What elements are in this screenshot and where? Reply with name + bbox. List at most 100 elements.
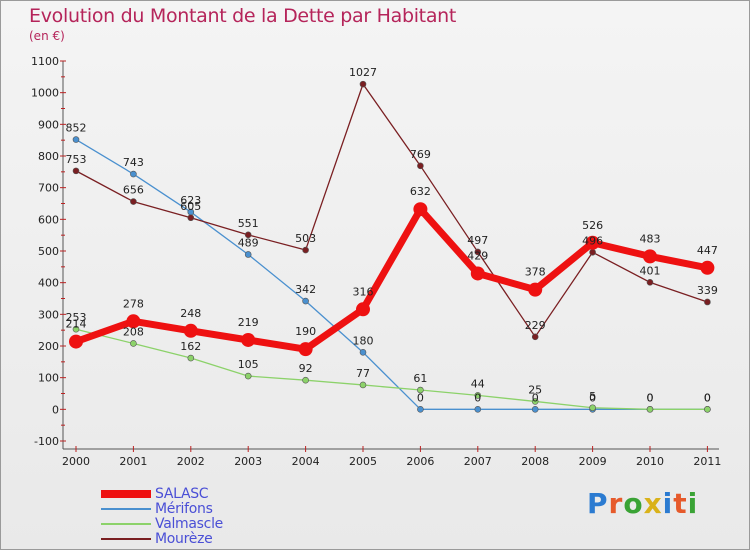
data-label-merifons: 180 bbox=[353, 334, 374, 347]
x-tick-label: 2005 bbox=[349, 455, 377, 468]
data-point-moureze bbox=[704, 298, 711, 306]
data-label-merifons: 623 bbox=[180, 194, 201, 207]
data-label-salasc: 248 bbox=[180, 307, 201, 320]
data-point-merifons bbox=[302, 297, 309, 305]
data-label-moureze: 605 bbox=[180, 200, 201, 213]
data-label-salasc: 632 bbox=[410, 185, 431, 198]
data-label-moureze: 753 bbox=[66, 153, 87, 166]
x-tick-label: 2007 bbox=[464, 455, 492, 468]
y-tick-label: 400 bbox=[38, 277, 59, 290]
y-tick-label: 800 bbox=[38, 150, 59, 163]
data-label-salasc: 316 bbox=[353, 285, 374, 298]
data-point-valmascle bbox=[646, 406, 654, 413]
data-label-moureze: 769 bbox=[410, 148, 431, 161]
logo-letter: i bbox=[662, 487, 674, 520]
data-label-salasc: 278 bbox=[123, 297, 144, 310]
data-label-moureze: 497 bbox=[467, 234, 488, 247]
data-point-valmascle bbox=[704, 406, 711, 413]
legend-label: SALASC bbox=[155, 486, 209, 502]
data-point-moureze bbox=[646, 279, 654, 286]
data-label-valmascle: 0 bbox=[704, 391, 711, 404]
x-tick-label: 2006 bbox=[406, 455, 434, 468]
data-point-salasc bbox=[528, 282, 543, 297]
data-point-merifons bbox=[474, 406, 482, 413]
data-point-moureze bbox=[244, 231, 252, 239]
data-label-moureze: 1027 bbox=[349, 66, 377, 79]
data-point-valmascle bbox=[130, 340, 137, 347]
data-point-salasc bbox=[643, 249, 657, 264]
y-tick-label: 200 bbox=[38, 340, 59, 353]
y-tick-label: 500 bbox=[38, 245, 59, 258]
data-point-salasc bbox=[69, 334, 83, 349]
data-label-salasc: 447 bbox=[697, 244, 718, 257]
data-label-valmascle: 5 bbox=[589, 390, 596, 403]
logo-letter: o bbox=[623, 487, 644, 520]
data-point-merifons bbox=[244, 251, 252, 258]
data-label-merifons: 0 bbox=[532, 391, 539, 404]
data-point-valmascle bbox=[359, 381, 367, 389]
series-line-salasc bbox=[72, 205, 711, 353]
data-label-valmascle: 25 bbox=[528, 383, 542, 396]
x-tick-label: 2002 bbox=[177, 455, 205, 468]
data-point-salasc bbox=[413, 202, 428, 217]
y-tick-label: -100 bbox=[34, 435, 59, 448]
legend-swatch bbox=[101, 523, 151, 525]
series-line-merifons bbox=[75, 138, 709, 410]
logo-letter: i bbox=[687, 487, 699, 520]
data-point-merifons bbox=[130, 170, 137, 178]
y-tick-label: 600 bbox=[38, 213, 59, 226]
series-points bbox=[69, 80, 715, 413]
logo-letter: x bbox=[643, 487, 663, 520]
data-label-valmascle: 92 bbox=[299, 362, 313, 375]
legend-label: Mourèze bbox=[155, 531, 213, 547]
data-point-moureze bbox=[589, 248, 596, 256]
legend-label: Mérifons bbox=[155, 501, 213, 517]
data-label-valmascle: 0 bbox=[647, 391, 654, 404]
data-label-valmascle: 253 bbox=[66, 311, 87, 324]
data-point-moureze bbox=[302, 246, 309, 254]
data-point-salasc bbox=[585, 235, 600, 250]
y-tick-label: 1100 bbox=[31, 55, 59, 68]
data-label-valmascle: 208 bbox=[123, 325, 144, 338]
data-label-moureze: 496 bbox=[582, 234, 603, 247]
proxiti-logo: Proxiti bbox=[587, 487, 698, 520]
x-tick-label: 2008 bbox=[521, 455, 549, 468]
data-point-salasc bbox=[241, 332, 256, 347]
data-labels: 214 278 248 219 190 316 632 429 378 526 483 447 852 7… bbox=[66, 66, 718, 404]
x-tick-label: 2004 bbox=[292, 455, 320, 468]
data-label-merifons: 0 bbox=[417, 391, 424, 404]
data-point-moureze bbox=[417, 162, 424, 170]
y-tick-label: 300 bbox=[38, 308, 59, 321]
chart-unit-label: (en €) bbox=[29, 29, 65, 43]
y-tick-label: 1000 bbox=[31, 87, 59, 100]
data-label-salasc: 190 bbox=[295, 325, 316, 338]
data-point-salasc bbox=[700, 260, 715, 275]
data-label-merifons: 743 bbox=[123, 156, 144, 169]
data-label-valmascle: 61 bbox=[413, 372, 427, 385]
data-point-salasc bbox=[126, 314, 141, 329]
data-point-valmascle bbox=[72, 325, 80, 333]
y-tick-label: 700 bbox=[38, 182, 59, 195]
data-label-moureze: 401 bbox=[640, 264, 661, 277]
data-label-moureze: 229 bbox=[525, 319, 546, 332]
y-tick-label: 100 bbox=[38, 372, 59, 385]
data-label-salasc: 378 bbox=[525, 266, 546, 279]
data-point-moureze bbox=[359, 80, 367, 88]
data-label-merifons: 0 bbox=[474, 391, 481, 404]
x-tick-label: 2000 bbox=[62, 455, 90, 468]
chart-title: Evolution du Montant de la Dette par Hab… bbox=[29, 5, 457, 27]
data-point-valmascle bbox=[302, 376, 309, 384]
data-point-valmascle bbox=[244, 372, 252, 380]
data-label-merifons: 342 bbox=[295, 283, 316, 296]
data-label-salasc: 219 bbox=[238, 316, 259, 329]
data-label-merifons: 0 bbox=[704, 391, 711, 404]
data-point-salasc bbox=[470, 266, 485, 281]
x-tick-label: 2011 bbox=[693, 455, 721, 468]
data-label-valmascle: 162 bbox=[180, 340, 201, 353]
data-point-valmascle bbox=[589, 404, 596, 412]
data-point-moureze bbox=[130, 198, 137, 205]
data-label-salasc: 429 bbox=[467, 249, 488, 262]
data-label-merifons: 852 bbox=[66, 122, 87, 135]
